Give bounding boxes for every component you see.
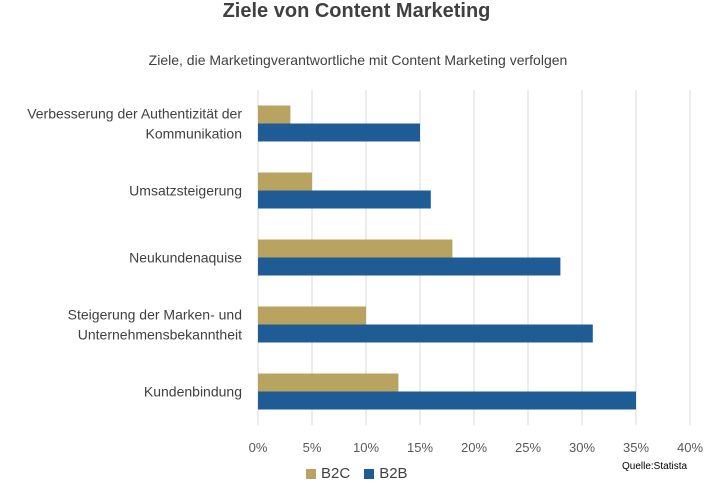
x-tick-label: 35% (623, 440, 649, 455)
bar-b2c (258, 105, 291, 124)
x-tick-label: 25% (515, 440, 541, 455)
legend: B2C B2B (306, 465, 422, 482)
legend-label-b2c: B2C (321, 465, 351, 482)
bar-b2c (258, 373, 399, 392)
source-note: Quelle:Statista (622, 461, 688, 472)
x-tick-label: 5% (303, 440, 322, 455)
x-tick-label: 40% (677, 440, 703, 455)
chart-subtitle: Ziele, die Marketingverantwortliche mit … (148, 52, 568, 68)
bar-b2b (258, 190, 431, 209)
bar-b2c (258, 306, 366, 325)
bar-b2b (258, 257, 561, 276)
bar-b2c (258, 172, 312, 191)
x-tick-label: 10% (353, 440, 379, 455)
category-label: Steigerung der Marken- und (68, 307, 242, 323)
legend-item-b2b: B2B (364, 465, 408, 482)
x-tick-label: 20% (461, 440, 487, 455)
category-label: Verbesserung der Authentizität der (27, 106, 242, 122)
legend-swatch-b2c (306, 468, 316, 479)
x-tick-label: 30% (569, 440, 595, 455)
chart-title: Ziele von Content Marketing (222, 0, 491, 22)
category-label: Kundenbindung (144, 384, 242, 400)
category-label: Umsatzsteigerung (129, 183, 242, 199)
bar-b2b (258, 123, 420, 142)
x-tick-label: 0% (249, 440, 268, 455)
bar-b2c (258, 239, 453, 258)
bar-b2b (258, 324, 593, 343)
legend-label-b2b: B2B (379, 465, 408, 482)
x-tick-label: 15% (407, 440, 433, 455)
bar-b2b (258, 391, 636, 410)
legend-swatch-b2b (364, 468, 375, 479)
legend-item-b2c: B2C (306, 465, 350, 482)
category-label: Unternehmensbekanntheit (78, 327, 242, 343)
category-label: Kommunikation (146, 126, 243, 142)
category-label: Neukundenaquise (129, 250, 242, 266)
